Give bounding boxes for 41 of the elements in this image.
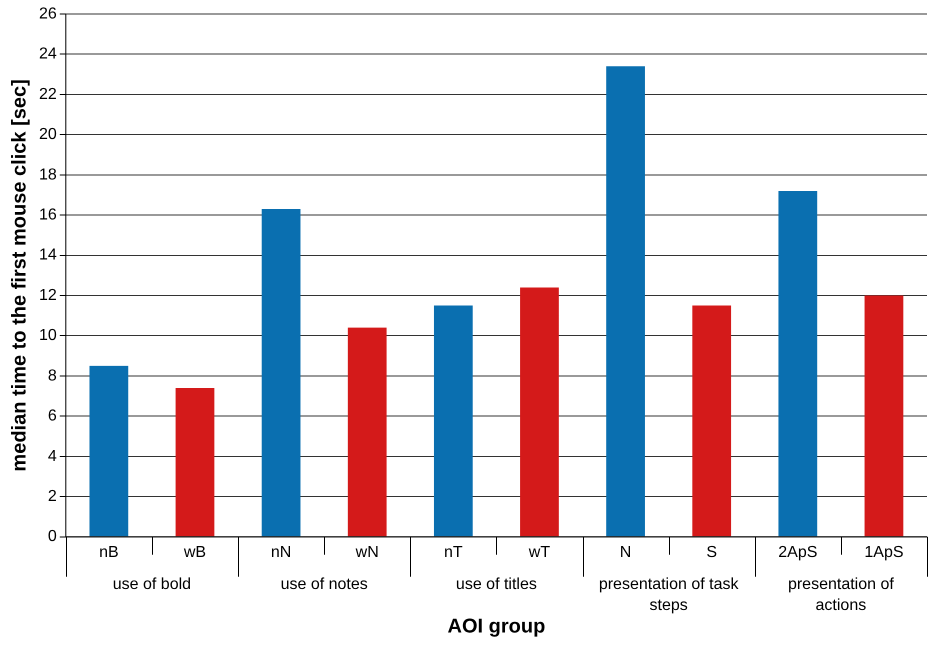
- y-tick-label: 12: [39, 286, 57, 304]
- y-tick-label: 0: [48, 528, 57, 546]
- y-tick-label: 10: [39, 327, 57, 344]
- y-tick-label: 16: [39, 206, 57, 224]
- bar: [176, 388, 214, 536]
- text: presentation of task steps: [598, 576, 740, 614]
- bar: [262, 209, 300, 536]
- x-tick-label: 1ApS: [864, 544, 904, 561]
- text: use of titles: [456, 576, 537, 594]
- x-tick-label: N: [620, 544, 632, 561]
- x-tick-label: nB: [99, 544, 119, 561]
- y-tick-label: 8: [48, 367, 57, 384]
- bar: [520, 287, 559, 536]
- y-tick-label: 18: [39, 166, 57, 184]
- x-tick-label: wN: [354, 544, 379, 561]
- bar: [606, 66, 645, 536]
- x-tick-label: 2ApS: [778, 544, 818, 561]
- text: presentation of actions: [788, 576, 894, 614]
- y-tick-label: 14: [39, 246, 57, 264]
- y-axis-title: median time to the first mouse click [sec]: [8, 79, 31, 472]
- x-tick-label: nT: [444, 544, 463, 561]
- bar: [89, 366, 128, 536]
- bar: [692, 306, 732, 536]
- bar: [348, 328, 387, 536]
- y-tick-label: 6: [48, 408, 57, 425]
- bar: [778, 190, 818, 536]
- y-tick-label: 22: [39, 86, 57, 103]
- x-tick-label: S: [706, 544, 718, 561]
- bar: [864, 296, 904, 536]
- text: use of bold: [112, 576, 192, 594]
- x-tick-label: nN: [270, 544, 292, 561]
- bar: [434, 306, 473, 536]
- x-tick-label: wB: [182, 544, 206, 561]
- y-tick-label: 20: [39, 126, 57, 144]
- y-tick-label: 26: [39, 5, 57, 22]
- x-axis-title: AOI group: [448, 615, 546, 638]
- y-tick-label: 4: [48, 448, 57, 465]
- x-tick-label: wT: [528, 544, 550, 561]
- y-tick-label: 2: [48, 488, 57, 505]
- y-tick-label: 24: [39, 46, 57, 63]
- text: use of notes: [280, 576, 368, 594]
